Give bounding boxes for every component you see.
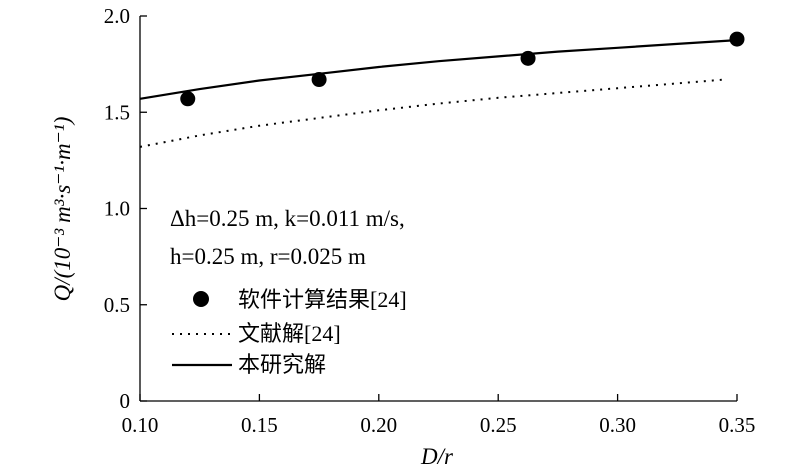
x-tick-label: 0.20 xyxy=(360,413,397,437)
legend-label-software: 软件计算结果[24] xyxy=(238,287,407,312)
software-result-point xyxy=(729,31,745,47)
y-tick-label: 2.0 xyxy=(104,4,130,28)
x-tick-label: 0.10 xyxy=(122,413,159,437)
y-axis-label: Q/(10⁻³ m³·s⁻¹·m⁻¹) xyxy=(50,117,75,302)
legend-marker-software xyxy=(193,291,209,307)
annotation-line-2: h=0.25 m, r=0.025 m xyxy=(170,244,366,269)
this-study-solution-line xyxy=(139,39,738,100)
literature-solution-line xyxy=(139,78,726,148)
parameter-annotation: Δh=0.25 m, k=0.011 m/s, h=0.25 m, r=0.02… xyxy=(170,206,405,269)
y-axis-ticks: 0 0.5 1.0 1.5 2.0 xyxy=(104,4,147,413)
annotation-line-1: Δh=0.25 m, k=0.011 m/s, xyxy=(170,206,405,231)
x-tick-label: 0.25 xyxy=(480,413,517,437)
y-tick-label: 0 xyxy=(120,389,131,413)
x-tick-label: 0.35 xyxy=(719,413,756,437)
software-result-point xyxy=(311,72,327,88)
legend: 软件计算结果[24] 文献解[24] 本研究解 xyxy=(172,287,407,377)
x-tick-label: 0.15 xyxy=(241,413,278,437)
legend-label-this-study: 本研究解 xyxy=(238,352,326,377)
plot-area xyxy=(139,16,745,402)
y-tick-label: 1.5 xyxy=(104,100,130,124)
y-tick-label: 0.5 xyxy=(104,293,130,317)
x-axis-ticks: 0.10 0.15 0.20 0.25 0.30 0.35 xyxy=(122,394,756,437)
x-tick-label: 0.30 xyxy=(599,413,636,437)
software-result-point xyxy=(180,91,196,107)
y-tick-label: 1.0 xyxy=(104,197,130,221)
x-axis-label: D/r xyxy=(420,444,454,469)
legend-label-literature: 文献解[24] xyxy=(238,321,341,346)
